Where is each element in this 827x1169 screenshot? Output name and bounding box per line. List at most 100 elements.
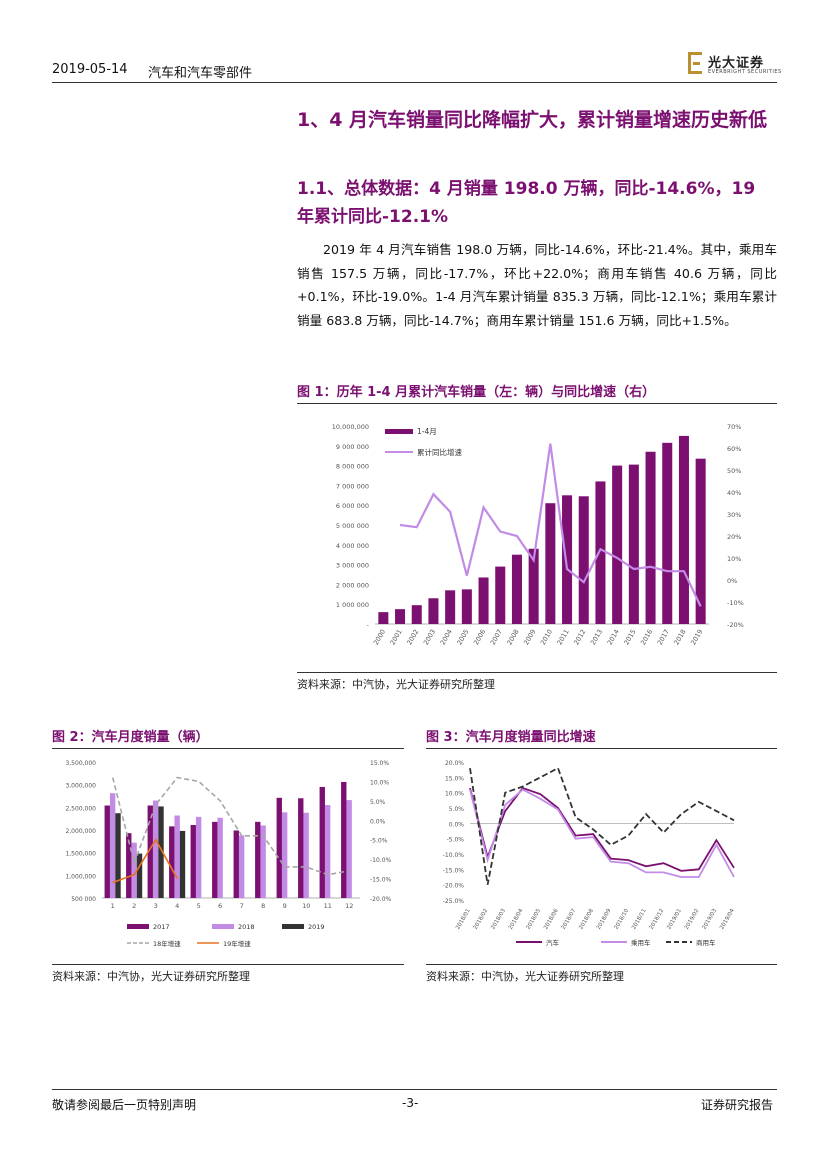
logo-en: EVERBRIGHT SECURITIES [708, 69, 782, 75]
footer-rule [52, 1089, 777, 1090]
fig2-bar-2018 [152, 800, 159, 898]
fig3-x-tick: 2018/12 [649, 908, 666, 931]
fig1-bar [695, 458, 706, 624]
fig1-x-tick: 2009 [522, 628, 537, 646]
fig3-x-tick: 2018/08 [578, 908, 595, 931]
fig3-chart: -25.0% -20.0% -15.0% -10.0% -5.0% 0.0% 5.0% 10.… [443, 760, 736, 947]
fig3-x-tick: 2018/02 [473, 908, 490, 931]
fig2-bar-2018 [238, 835, 245, 898]
fig2-legend-swatch [127, 924, 149, 929]
fig1-bar [678, 435, 689, 624]
fig2-x-tick: 12 [345, 902, 353, 910]
fig1-x-tick: 2005 [455, 628, 470, 646]
fig2-bar-2019 [158, 806, 164, 898]
fig3-line-商用车 [469, 766, 735, 885]
report-sector: 汽车和汽车零部件 [148, 66, 253, 81]
fig2-right-tick: -15.0% [370, 877, 392, 884]
fig1-bar [478, 577, 489, 624]
fig2-bar-2017 [190, 825, 196, 898]
fig2-x-tick: 2 [132, 902, 136, 910]
fig1-left-tick: 9 000 000 [336, 443, 369, 451]
section-heading: 1、4 月汽车销量同比降幅扩大，累计销量增速历史新低 [297, 109, 768, 131]
fig1-bottom-rule [297, 672, 777, 673]
fig1-x-tick: 2001 [389, 628, 404, 646]
fig3-x-tick: 2019/01 [666, 908, 683, 931]
fig3-legend-label: 汽车 [546, 938, 560, 947]
fig2-left-tick: 3,500,000 [65, 760, 96, 767]
fig1-left-tick: 2 000 000 [336, 581, 369, 589]
fig2-x-tick: 1 [111, 902, 115, 910]
fig1-right-tick: 0% [727, 577, 737, 585]
fig1-bar [645, 451, 656, 624]
fig1-x-tick: 2013 [589, 628, 604, 646]
fig2-bar-2017 [341, 781, 347, 898]
fig2-x-tick: 9 [283, 902, 287, 910]
fig1-x-tick: 2008 [505, 628, 520, 646]
fig3-y-tick: -20.0% [443, 883, 465, 890]
footer-disclaimer: 敬请参阅最后一页特别声明 [52, 1098, 197, 1112]
fig2-bar-2017 [147, 805, 153, 898]
fig2-bar-2017 [169, 826, 175, 898]
fig2-right-tick: 0.0% [370, 818, 386, 825]
fig2-legend-swatch [282, 924, 304, 929]
fig3-y-tick: -15.0% [443, 867, 465, 874]
fig2-left-tick: 1,000,000 [65, 873, 96, 880]
fig1-bar [612, 465, 623, 624]
fig2-bar-2019 [115, 813, 121, 898]
fig2-bar-2018 [131, 842, 137, 898]
fig1-x-tick: 2017 [656, 628, 671, 646]
fig3-y-tick: 15.0% [445, 775, 464, 782]
fig2-bar-2017 [255, 821, 261, 898]
fig2-x-tick: 11 [324, 902, 332, 910]
fig2-line-18年增速 [111, 776, 350, 876]
fig1-x-tick: 2006 [472, 628, 487, 646]
fig1-legend-bar-label: 1-4月 [417, 427, 437, 436]
fig1-left-tick: 1 000 000 [336, 601, 369, 609]
fig1-bar [562, 495, 573, 624]
fig2-chart: 500 000 1,000,000 1,500,000 2,000,000 2,500,… [65, 760, 392, 948]
fig1-right-tick: 20% [727, 533, 741, 541]
fig1-left-tick: 10,000,000 [332, 423, 369, 431]
fig3-source: 资料来源：中汽协，光大证券研究所整理 [426, 970, 624, 983]
fig2-left-tick: 3,000,000 [65, 783, 96, 790]
fig3-title: 图 3：汽车月度销量同比增速 [426, 730, 596, 745]
fig2-legend-swatch [212, 924, 234, 929]
fig1-right-tick: -10% [727, 599, 744, 607]
fig1-x-tick: 2016 [639, 628, 654, 646]
fig2-x-tick: 6 [218, 902, 222, 910]
fig1-right-tick: 70% [727, 423, 741, 431]
logo-cn: 光大证券 [708, 56, 765, 71]
fig3-bottom-rule [426, 964, 777, 965]
fig2-right-tick: -10.0% [370, 857, 392, 864]
fig2-bar-2018 [303, 812, 309, 898]
fig2-bar-2017 [104, 805, 110, 898]
fig3-x-tick: 2018/11 [631, 908, 648, 931]
fig3-x-tick: 2018/05 [526, 908, 543, 931]
fig1-x-tick: 2007 [489, 628, 504, 646]
fig2-source: 资料来源：中汽协，光大证券研究所整理 [52, 970, 250, 983]
fig3-x-tick: 2019/04 [719, 908, 736, 931]
header-rule [52, 82, 777, 83]
fig2-legend-label: 2018 [238, 923, 255, 931]
fig3-top-rule [426, 748, 777, 749]
fig1-left-tick: 6 000 000 [336, 502, 369, 510]
fig1-source: 资料来源：中汽协，光大证券研究所整理 [297, 678, 495, 691]
fig2-bar-2017 [276, 797, 282, 898]
fig3-x-tick: 2018/03 [490, 908, 507, 931]
fig1-bar [662, 442, 673, 624]
fig1-x-tick: 2010 [539, 628, 554, 646]
fig3-x-tick: 2018/07 [561, 908, 578, 931]
fig1-bar [495, 566, 506, 624]
fig2-title: 图 2：汽车月度销量（辆） [52, 730, 209, 745]
fig2-right-tick: 10.0% [370, 779, 389, 786]
fig2-legend-label: 18年增速 [153, 939, 181, 948]
fig3-x-tick: 2019/03 [702, 908, 719, 931]
fig1-left-tick: 3 000 000 [336, 562, 369, 570]
fig1-bar [511, 554, 522, 624]
fig1-bar [428, 598, 439, 624]
fig3-x-tick: 2018/04 [508, 908, 525, 931]
fig3-line-乘用车 [469, 788, 735, 878]
fig2-bar-2018 [260, 825, 266, 898]
fig2-right-tick: 15.0% [370, 760, 389, 767]
fig1-bar [395, 609, 406, 624]
